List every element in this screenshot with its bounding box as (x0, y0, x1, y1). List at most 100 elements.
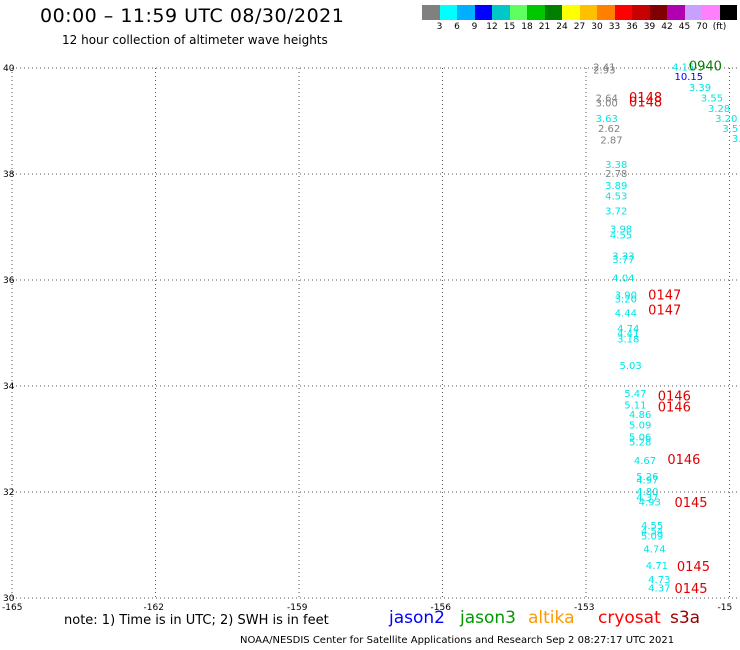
swh-label: 3.00 (596, 99, 618, 110)
swh-label: 3.33 (612, 251, 634, 262)
legend-s3a: s3a (670, 608, 701, 628)
swh-label: 4.54 (641, 526, 663, 537)
swh-label: 4.80 (636, 487, 658, 498)
lat-tick-label: 40 (3, 64, 15, 74)
swh-label: 2.93 (593, 65, 615, 76)
swh-label: 2.87 (600, 135, 622, 146)
scale-swatch (492, 5, 510, 20)
swh-label: 3.57 (722, 124, 740, 135)
scale-label: 15 (503, 22, 516, 32)
time-label: 0147 (648, 303, 681, 318)
swh-label: 4.44 (615, 309, 637, 320)
time-label: 0148 (629, 91, 662, 106)
scale-swatch (702, 5, 720, 20)
time-label: 0146 (658, 389, 691, 404)
swh-label: 3.28 (708, 104, 730, 115)
swh-label: 4.73 (648, 575, 670, 586)
swh-label: 3.77 (612, 255, 634, 266)
time-label: 0145 (674, 496, 707, 511)
swh-label: 3.90 (615, 291, 637, 302)
scale-label: 9 (471, 22, 478, 32)
swh-label: 4.97 (636, 476, 658, 487)
scale-label: 39 (643, 22, 656, 32)
scale-label: 21 (538, 22, 551, 32)
scale-label: 18 (521, 22, 533, 32)
swh-label: 4.37 (636, 493, 658, 504)
swh-label: 2.64 (596, 93, 618, 104)
swh-label: 4.67 (634, 456, 656, 467)
time-label: 0145 (677, 560, 710, 575)
scale-label: (ft) (712, 22, 727, 32)
swh-label: 3.79 (732, 134, 740, 145)
lat-tick-label: 38 (3, 170, 15, 180)
swh-label: 3.20 (615, 294, 637, 305)
scale-swatch (597, 5, 615, 20)
legend-note: note: 1) Time is in UTC; 2) SWH is in fe… (64, 613, 329, 628)
scale-swatch (632, 5, 650, 20)
swh-label: 2.78 (605, 169, 627, 180)
swh-label: 5.47 (624, 389, 646, 400)
scale-swatch (684, 5, 702, 20)
lon-tick-label: -165 (2, 603, 22, 613)
swh-label: 3.63 (596, 114, 618, 125)
scale-swatch (719, 5, 737, 20)
swh-label: 4.55 (610, 231, 632, 242)
scale-swatch (667, 5, 685, 20)
scale-swatch (614, 5, 632, 20)
scale-label: 24 (556, 22, 568, 32)
legend-altika: altika (528, 608, 575, 628)
grid-lines (11, 67, 740, 599)
legend-jason2: jason2 (389, 608, 445, 628)
scale-swatch (579, 5, 597, 20)
scale-swatch (527, 5, 545, 20)
swh-label: 4.15 (672, 63, 694, 74)
scale-label: 70 (696, 22, 708, 32)
lon-tick-label: -159 (287, 603, 308, 613)
scale-label: 36 (626, 22, 638, 32)
lon-tick-label: -162 (144, 603, 164, 613)
swh-label: 4.41 (617, 329, 639, 340)
scale-swatch (439, 5, 457, 20)
swh-label: 5.28 (629, 437, 651, 448)
lon-tick-label: -15 (718, 603, 733, 613)
scale-label: 42 (661, 22, 673, 32)
swh-label: 4.37 (648, 584, 670, 595)
legend-cryosat: cryosat (598, 608, 661, 628)
swh-label: 4.71 (646, 561, 668, 572)
legend-jason3: jason3 (460, 608, 516, 628)
page-subtitle: 12 hour collection of altimeter wave hei… (62, 33, 328, 47)
time-label: 0146 (667, 453, 700, 468)
scale-label: 3 (436, 22, 443, 32)
page-title: 00:00 – 11:59 UTC 08/30/2021 (40, 5, 345, 27)
lat-tick-label: 34 (3, 382, 15, 392)
scale-label: 30 (591, 22, 603, 32)
swh-label: 10.15 (674, 72, 703, 83)
swh-label: 5.09 (629, 420, 651, 431)
swh-label: 4.74 (643, 544, 665, 555)
swh-label: 3.89 (605, 181, 627, 192)
scale-label: 12 (486, 22, 498, 32)
time-label: 0147 (648, 289, 681, 304)
swh-label: 4.53 (605, 191, 627, 202)
swh-label: 5.11 (624, 400, 646, 411)
scale-label: 33 (608, 22, 621, 32)
swh-label: 4.93 (639, 497, 661, 508)
swh-label: 2.62 (598, 124, 620, 135)
time-label: 0148 (629, 96, 662, 111)
time-label: 0145 (674, 582, 707, 597)
scale-swatch (562, 5, 580, 20)
lat-tick-label: 36 (3, 276, 15, 286)
swh-label: 5.03 (619, 361, 641, 372)
lat-tick-label: 30 (3, 594, 15, 604)
swh-label: 4.86 (629, 410, 651, 421)
footer-credit: NOAA/NESDIS Center for Satellite Applica… (240, 635, 675, 646)
swh-label: 5.09 (641, 532, 663, 543)
scale-label: 27 (573, 22, 586, 32)
scale-swatch (422, 5, 440, 20)
swh-label: 2.41 (593, 63, 615, 74)
axis-labels: 40 38 36 34 32 30-165 -162 -159 -156 -153 -15 (2, 64, 732, 613)
scale-swatch (474, 5, 492, 20)
scale-label: 6 (454, 22, 460, 32)
lat-tick-label: 32 (3, 488, 14, 498)
